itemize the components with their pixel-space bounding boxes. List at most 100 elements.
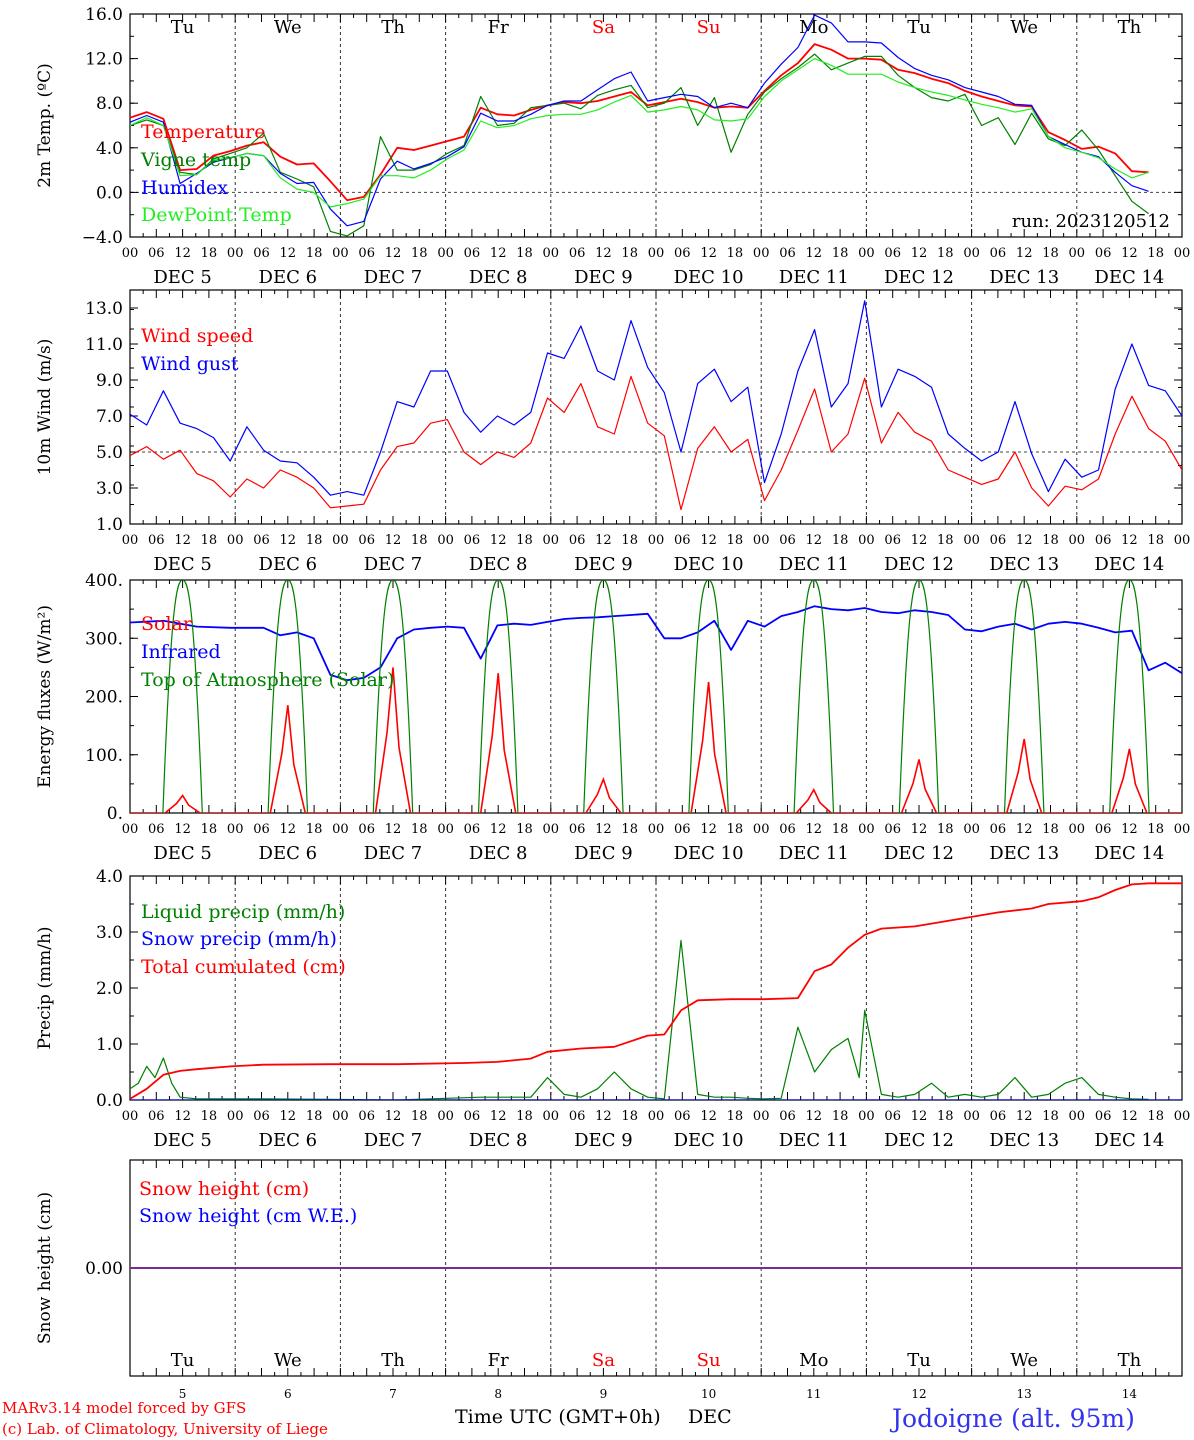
hour-tick-label: 06 — [569, 533, 586, 548]
y-tick-label: 200. — [85, 688, 123, 708]
y-tick-label: 1.0 — [96, 1035, 123, 1055]
hour-tick-label: 18 — [201, 822, 218, 837]
hour-tick-label: 12 — [806, 246, 823, 261]
y-axis-label: 2m Temp. (ºC) — [35, 63, 55, 188]
date-label: DEC 5 — [153, 554, 212, 575]
day-number-label: 7 — [389, 1387, 397, 1401]
weekday-label: Th — [381, 1350, 405, 1371]
hour-tick-label: 18 — [832, 533, 849, 548]
hour-tick-label: 00 — [122, 1109, 139, 1124]
weekday-label: Fr — [488, 17, 509, 38]
y-tick-label: 8.0 — [96, 94, 123, 114]
y-tick-label: 11.0 — [85, 335, 123, 355]
hour-tick-label: 18 — [1147, 1109, 1164, 1124]
hour-tick-label: 06 — [253, 822, 270, 837]
hour-tick-label: 18 — [306, 1109, 323, 1124]
date-label: DEC 9 — [574, 843, 633, 864]
date-label: DEC 10 — [674, 267, 744, 288]
hour-tick-label: 06 — [464, 1109, 481, 1124]
weekday-label: Su — [697, 1350, 721, 1371]
hour-tick-label: 00 — [963, 246, 980, 261]
weekday-label: Mo — [799, 1350, 828, 1371]
date-label: DEC 12 — [884, 554, 954, 575]
hour-tick-label: 12 — [385, 1109, 402, 1124]
hour-tick-label: 00 — [858, 533, 875, 548]
hour-tick-label: 18 — [937, 822, 954, 837]
hour-tick-label: 06 — [358, 533, 375, 548]
weekday-label: Th — [1118, 17, 1142, 38]
hour-tick-label: 18 — [832, 1109, 849, 1124]
hour-tick-label: 18 — [306, 533, 323, 548]
hour-tick-label: 00 — [648, 533, 665, 548]
day-number-label: 6 — [284, 1387, 292, 1401]
day-number-label: 13 — [1017, 1387, 1032, 1401]
weekday-label: Tu — [171, 1350, 195, 1371]
hour-tick-label: 18 — [516, 533, 533, 548]
hour-tick-label: 12 — [385, 246, 402, 261]
y-tick-label: 300. — [85, 629, 123, 649]
date-label: DEC 11 — [779, 843, 849, 864]
day-number-label: 14 — [1122, 1387, 1138, 1401]
legend-entry: Humidex — [141, 177, 228, 199]
hour-tick-label: 06 — [358, 1109, 375, 1124]
hour-tick-label: 00 — [1174, 1109, 1191, 1124]
hour-tick-label: 00 — [332, 246, 349, 261]
hour-tick-label: 06 — [464, 822, 481, 837]
date-label: DEC 14 — [1094, 554, 1164, 575]
hour-tick-label: 06 — [569, 822, 586, 837]
hour-tick-label: 18 — [201, 1109, 218, 1124]
run-label: run: 2023120512 — [1012, 211, 1170, 232]
hour-tick-label: 00 — [437, 533, 454, 548]
y-tick-label: 1.0 — [96, 515, 123, 535]
weekday-label: Tu — [907, 17, 931, 38]
hour-tick-label: 12 — [806, 533, 823, 548]
hour-tick-label: 12 — [806, 1109, 823, 1124]
date-label: DEC 14 — [1094, 1130, 1164, 1151]
total-cumulated-cm-line — [130, 882, 1182, 1100]
hour-tick-label: 18 — [937, 246, 954, 261]
date-label: DEC 12 — [884, 843, 954, 864]
hour-tick-label: 00 — [332, 533, 349, 548]
series-group — [130, 580, 1182, 813]
panel-1: 16.0 12.0 8.0 4.0 0.0 −4.0 2m Temp. (ºC) 00 06 12… — [35, 5, 1190, 288]
date-label: DEC 5 — [153, 267, 212, 288]
date-label: DEC 10 — [674, 554, 744, 575]
hour-tick-label: 00 — [122, 822, 139, 837]
series-group — [130, 300, 1182, 511]
panel-5: 0.00 Snow height (cm) Tu We Th Fr Sa Su Mo Tu We Th… — [35, 1159, 1183, 1401]
hour-tick-label: 18 — [1042, 1109, 1059, 1124]
weekday-label: Mo — [799, 17, 828, 38]
y-tick-label: 9.0 — [96, 371, 123, 391]
legend-entry: Total cumulated (cm) — [141, 956, 346, 978]
hour-tick-label: 00 — [963, 533, 980, 548]
hour-tick-label: 06 — [779, 533, 796, 548]
hour-tick-label: 12 — [1121, 246, 1138, 261]
day-number-label: 11 — [806, 1387, 821, 1401]
series-group — [130, 882, 1182, 1100]
date-label: DEC 7 — [364, 267, 423, 288]
hour-tick-label: 12 — [1121, 1109, 1138, 1124]
panel-4: 4.0 3.0 2.0 1.0 0.0 Precip (mm/h) 00 06 12 18 DEC … — [35, 867, 1190, 1151]
hour-tick-label: 00 — [227, 822, 244, 837]
y-tick-label: 3.0 — [96, 479, 123, 499]
hour-tick-label: 12 — [490, 1109, 507, 1124]
hour-tick-label: 06 — [253, 246, 270, 261]
hour-tick-label: 12 — [1016, 1109, 1033, 1124]
date-label: DEC 8 — [469, 843, 528, 864]
hour-tick-label: 12 — [700, 533, 717, 548]
hour-tick-label: 06 — [1095, 1109, 1112, 1124]
date-label: DEC 6 — [259, 1130, 318, 1151]
time-axis-label: Time UTC (GMT+0h) — [455, 1406, 661, 1428]
hour-tick-label: 00 — [858, 822, 875, 837]
hour-tick-label: 00 — [648, 1109, 665, 1124]
hour-tick-label: 00 — [543, 822, 560, 837]
y-tick-label: 12.0 — [85, 50, 123, 70]
hour-tick-label: 12 — [911, 246, 928, 261]
hour-tick-label: 12 — [280, 533, 297, 548]
y-tick-label: 100. — [85, 746, 123, 766]
hour-tick-label: 12 — [490, 822, 507, 837]
date-label: DEC 13 — [989, 1130, 1059, 1151]
hour-tick-label: 18 — [727, 246, 744, 261]
hour-tick-label: 18 — [411, 246, 428, 261]
legend-entry: Snow precip (mm/h) — [141, 928, 337, 950]
